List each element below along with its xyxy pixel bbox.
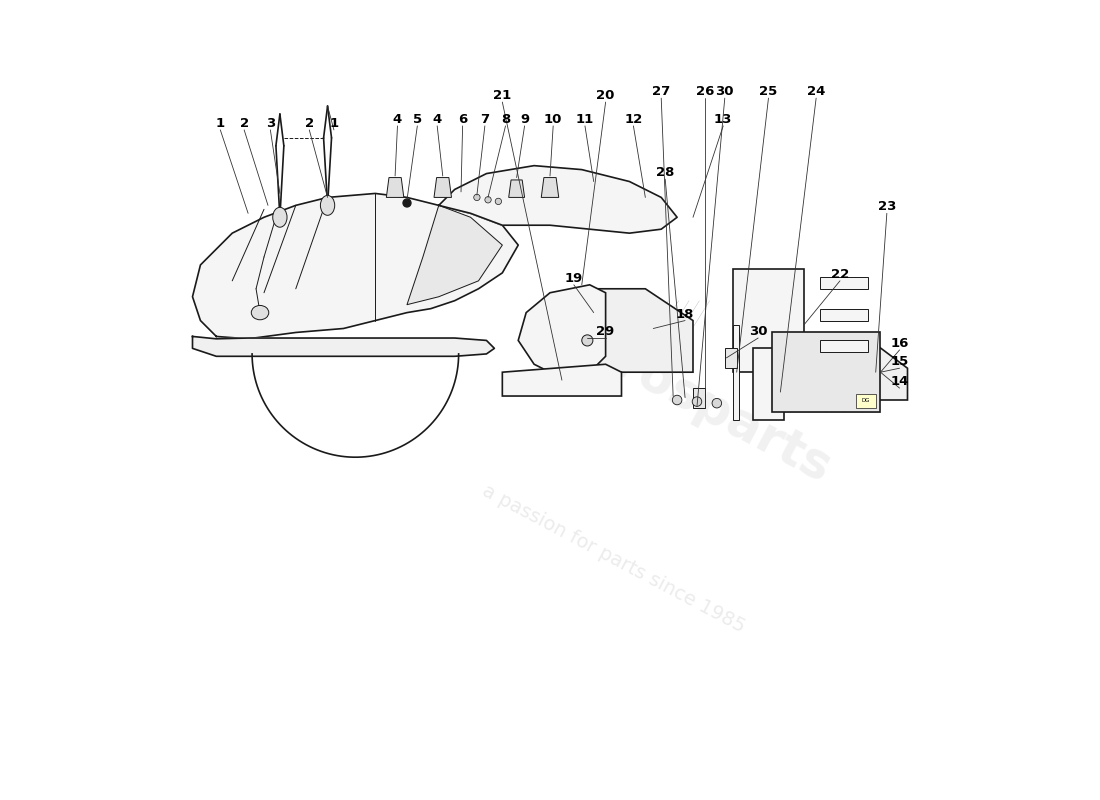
Text: 21: 21: [493, 89, 512, 102]
Polygon shape: [407, 206, 503, 305]
Text: 26: 26: [695, 85, 714, 98]
Bar: [733, 325, 739, 420]
Text: 23: 23: [878, 200, 896, 214]
Bar: [856, 394, 876, 408]
Polygon shape: [518, 285, 606, 380]
Text: eurosparts: eurosparts: [547, 307, 839, 493]
Text: 14: 14: [890, 375, 909, 388]
Polygon shape: [590, 289, 693, 372]
Text: 2: 2: [240, 117, 249, 130]
Text: 29: 29: [596, 325, 615, 338]
Text: 8: 8: [500, 113, 510, 126]
Text: 12: 12: [625, 113, 642, 126]
Polygon shape: [541, 178, 559, 198]
Bar: [752, 348, 784, 420]
Text: 7: 7: [481, 113, 490, 126]
Text: 22: 22: [830, 268, 849, 281]
Text: 5: 5: [412, 113, 422, 126]
Ellipse shape: [320, 195, 334, 215]
Polygon shape: [434, 178, 451, 198]
Ellipse shape: [251, 306, 268, 320]
Text: 15: 15: [890, 355, 909, 368]
Text: 11: 11: [575, 113, 594, 126]
Text: 1: 1: [329, 117, 339, 130]
Text: 20: 20: [596, 89, 615, 102]
Bar: [821, 277, 868, 289]
Text: 28: 28: [656, 166, 674, 179]
Polygon shape: [386, 178, 404, 198]
Text: 3: 3: [266, 117, 275, 130]
Bar: [693, 388, 705, 408]
Text: 10: 10: [544, 113, 562, 126]
Text: DG: DG: [862, 398, 870, 403]
Circle shape: [495, 198, 502, 205]
Circle shape: [712, 398, 722, 408]
Polygon shape: [851, 344, 907, 400]
Text: 6: 6: [458, 113, 468, 126]
Circle shape: [582, 335, 593, 346]
Circle shape: [692, 397, 702, 406]
Text: 27: 27: [652, 85, 670, 98]
Text: 2: 2: [305, 117, 314, 130]
Text: 30: 30: [749, 325, 768, 338]
Bar: [733, 269, 804, 372]
Circle shape: [403, 199, 411, 207]
Text: 18: 18: [675, 307, 694, 321]
Bar: [821, 309, 868, 321]
Ellipse shape: [273, 207, 287, 227]
Text: 25: 25: [759, 85, 778, 98]
Text: 30: 30: [715, 85, 734, 98]
Circle shape: [485, 197, 492, 203]
Text: 4: 4: [432, 113, 442, 126]
Text: 9: 9: [520, 113, 529, 126]
Polygon shape: [192, 194, 518, 339]
Circle shape: [474, 194, 480, 201]
Polygon shape: [439, 166, 678, 233]
Polygon shape: [192, 337, 494, 356]
Text: 24: 24: [807, 85, 825, 98]
Text: 16: 16: [890, 337, 909, 350]
Bar: [772, 333, 880, 412]
Text: 13: 13: [714, 113, 733, 126]
Circle shape: [672, 395, 682, 405]
Polygon shape: [508, 180, 525, 198]
Text: 1: 1: [216, 117, 224, 130]
Bar: [725, 348, 737, 368]
Bar: [821, 341, 868, 352]
Text: a passion for parts since 1985: a passion for parts since 1985: [478, 482, 748, 637]
Polygon shape: [503, 364, 622, 396]
Text: 4: 4: [393, 113, 403, 126]
Text: 19: 19: [564, 272, 583, 285]
